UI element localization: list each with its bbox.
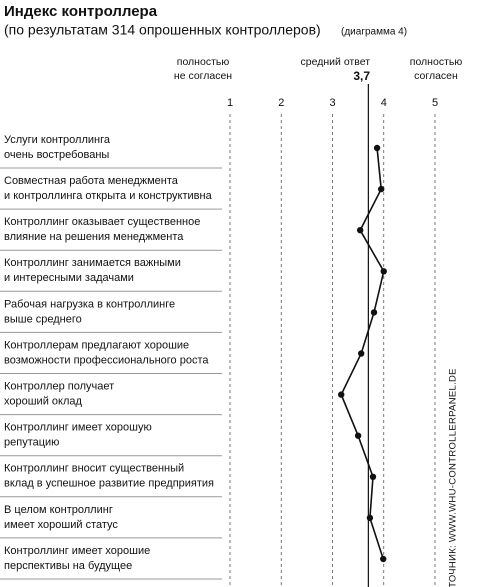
x-tick-label: 3 <box>329 97 335 109</box>
chart-subtitle: (по результатам 314 опрошенных контролле… <box>4 22 321 38</box>
category-label: и интересными задачами <box>4 272 134 284</box>
category-label: возможности профессионального роста <box>4 354 209 366</box>
data-point <box>380 268 387 275</box>
category-label: Контроллинг имеет хорошие <box>4 545 150 557</box>
data-point <box>358 350 365 357</box>
mean-value: 3,7 <box>353 69 370 83</box>
category-label: Контроллинг вносит существенный <box>4 463 184 475</box>
data-point <box>356 227 364 234</box>
category-label: Контроллинг оказывает существенное <box>4 216 200 228</box>
category-label: вклад в успешное развитие предприятия <box>4 478 214 490</box>
chart-title: Индекс контроллера <box>4 3 158 20</box>
x-low-label: полностью <box>177 56 230 68</box>
category-label: хороший оклад <box>4 396 82 408</box>
x-tick-label: 4 <box>381 97 387 109</box>
category-label: репутацию <box>4 437 59 449</box>
category-label: Услуги контроллинга <box>4 134 111 146</box>
x-high-label: согласен <box>414 70 458 82</box>
category-label: перспективы на будущее <box>4 560 132 572</box>
category-label: влияние на решения менеджмента <box>4 231 184 243</box>
source: ИСТОЧНИК: WWW.WHU-CONTROLLERPANEL.DE <box>448 368 459 587</box>
x-tick-label: 1 <box>227 97 233 109</box>
category-label: Контроллерам предлагают хорошие <box>4 339 189 351</box>
category-label: Рабочая нагрузка в контроллинге <box>4 298 175 310</box>
mean-label: средний ответ <box>301 56 371 68</box>
x-tick-label: 5 <box>432 97 438 109</box>
category-label: и контроллинга открыта и конструктивна <box>4 190 213 202</box>
category-label: очень востребованы <box>4 149 109 161</box>
category-label: Контроллинг имеет хорошую <box>4 422 152 434</box>
chart-note: (диаграмма 4) <box>341 27 407 38</box>
x-high-label: полностью <box>410 56 463 68</box>
category-label: Совместная работа менеджмента <box>4 175 179 187</box>
data-point <box>377 185 385 193</box>
x-low-label: не согласен <box>174 70 232 82</box>
data-point <box>354 432 362 439</box>
x-tick-label: 2 <box>278 97 284 109</box>
category-label: Контроллер получает <box>4 381 114 393</box>
data-point <box>366 514 374 522</box>
category-label: В целом контроллинг <box>4 504 113 516</box>
data-point <box>338 391 345 398</box>
category-label: Контроллинг занимается важными <box>4 257 181 269</box>
data-point <box>370 309 378 316</box>
data-point <box>369 473 377 480</box>
category-label: выше среднего <box>4 313 82 325</box>
data-point <box>373 144 381 152</box>
category-label: имеет хороший статус <box>4 519 118 531</box>
data-point <box>380 555 387 563</box>
